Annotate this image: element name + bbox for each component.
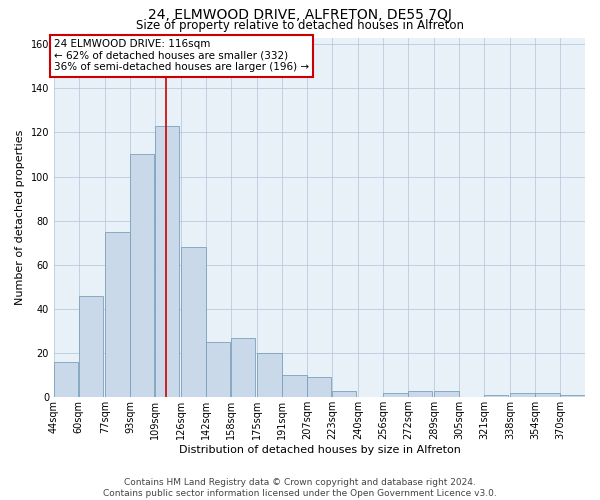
Text: 24 ELMWOOD DRIVE: 116sqm
← 62% of detached houses are smaller (332)
36% of semi-: 24 ELMWOOD DRIVE: 116sqm ← 62% of detach… — [54, 40, 309, 72]
Bar — [408, 390, 433, 397]
X-axis label: Distribution of detached houses by size in Alfreton: Distribution of detached houses by size … — [179, 445, 460, 455]
Bar — [535, 393, 560, 397]
Text: Contains HM Land Registry data © Crown copyright and database right 2024.
Contai: Contains HM Land Registry data © Crown c… — [103, 478, 497, 498]
Bar — [54, 362, 78, 397]
Bar — [307, 378, 331, 397]
Bar — [79, 296, 103, 397]
Bar — [484, 395, 508, 397]
Text: Size of property relative to detached houses in Alfreton: Size of property relative to detached ho… — [136, 19, 464, 32]
Bar — [434, 390, 459, 397]
Bar — [511, 393, 535, 397]
Bar — [332, 390, 356, 397]
Bar — [560, 395, 584, 397]
Bar — [105, 232, 130, 397]
Text: 24, ELMWOOD DRIVE, ALFRETON, DE55 7QJ: 24, ELMWOOD DRIVE, ALFRETON, DE55 7QJ — [148, 8, 452, 22]
Bar — [130, 154, 154, 397]
Bar — [181, 247, 206, 397]
Bar — [383, 393, 407, 397]
Y-axis label: Number of detached properties: Number of detached properties — [15, 130, 25, 305]
Bar — [282, 375, 307, 397]
Bar — [206, 342, 230, 397]
Bar — [231, 338, 256, 397]
Bar — [155, 126, 179, 397]
Bar — [257, 353, 282, 397]
